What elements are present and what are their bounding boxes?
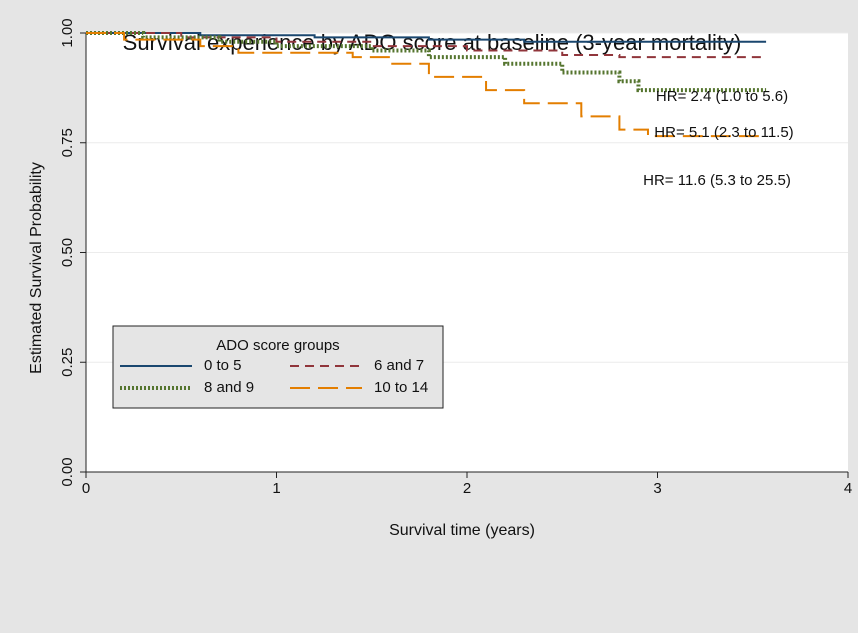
x-tick-label: 3 [653, 480, 661, 497]
y-axis-title: Estimated Survival Probability [28, 162, 45, 374]
x-tick-label: 4 [844, 480, 852, 497]
legend-label: 6 and 7 [374, 357, 424, 374]
annotation: HR= 11.6 (5.3 to 25.5) [643, 172, 791, 189]
survival-line [86, 32, 767, 138]
legend-label: 8 and 9 [204, 379, 254, 396]
y-tick-label: 0.25 [59, 348, 76, 377]
legend-title: ADO score groups [216, 337, 339, 354]
survival-line [86, 31, 767, 93]
annotation: HR= 5.1 (2.3 to 11.5) [654, 124, 793, 141]
x-tick-label: 0 [82, 480, 90, 497]
x-tick-label: 2 [463, 480, 471, 497]
y-tick-label: 0.50 [59, 238, 76, 267]
survival-line [86, 32, 767, 59]
y-tick-label: 1.00 [59, 18, 76, 47]
legend-label: 10 to 14 [374, 379, 428, 396]
y-tick-label: 0.00 [59, 457, 76, 486]
legend-label: 0 to 5 [204, 357, 242, 374]
annotation: HR= 2.4 (1.0 to 5.6) [656, 88, 788, 105]
x-axis-title: Survival time (years) [389, 522, 535, 539]
survival-line [86, 32, 767, 43]
x-tick-label: 1 [272, 480, 280, 497]
y-tick-label: 0.75 [59, 128, 76, 157]
